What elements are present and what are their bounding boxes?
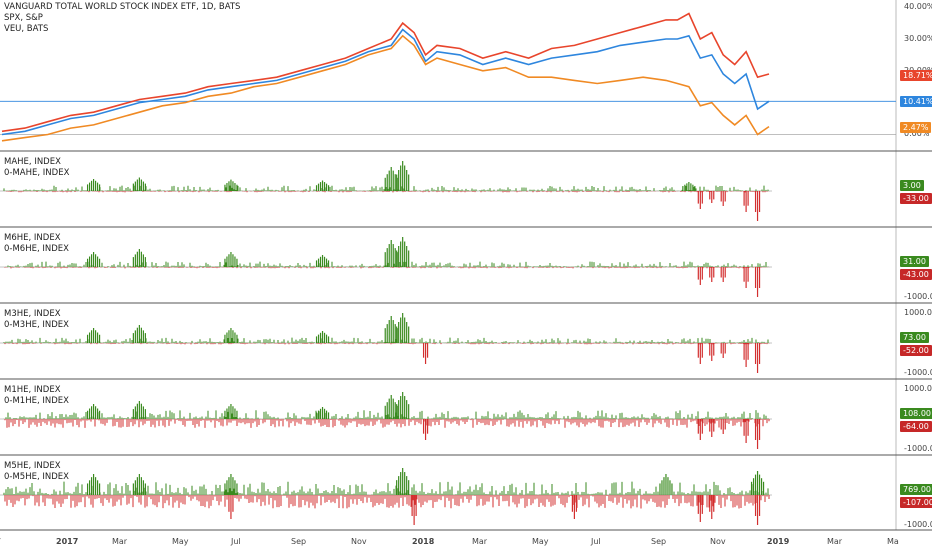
y-tick-label: 1000.00: [904, 308, 932, 317]
value-badge: 2.47%: [900, 121, 932, 133]
x-tick-label: Jul: [591, 537, 601, 546]
value-badge: 10.41%: [900, 96, 932, 108]
value-badge-negative: -43.00: [900, 269, 932, 280]
value-badge: 18.71%: [900, 69, 932, 81]
y-tick-label: 40.00%: [904, 2, 932, 12]
value-badge-positive: 73.00: [900, 332, 929, 343]
x-tick-label: Mar: [472, 537, 488, 546]
value-badge-negative: -33.00: [900, 193, 932, 204]
series-line: [1, 34, 770, 142]
x-tick-label: May: [172, 537, 189, 546]
value-badge-positive: 3.00: [900, 180, 924, 191]
legend-entry: 0-MAHE, INDEX: [4, 168, 70, 178]
x-tick-label: May: [532, 537, 549, 546]
value-badge-positive: 769.00: [900, 484, 932, 495]
series-line: [1, 28, 770, 136]
legend-entry: VANGUARD TOTAL WORLD STOCK INDEX ETF, 1D…: [4, 2, 241, 12]
y-tick-label: -1000.00: [904, 444, 932, 453]
pane-legend: M3HE, INDEX 0-M3HE, INDEX: [4, 309, 69, 331]
value-badge-negative: -107.00: [900, 497, 932, 508]
x-tick-label: 2018: [412, 537, 435, 546]
x-tick-label: Mar: [827, 537, 843, 546]
y-tick-label: 1000.00: [904, 384, 932, 393]
legend-entry: M1HE, INDEX: [4, 385, 61, 395]
x-tick-label: 2019: [767, 537, 790, 546]
pane-legend: M6HE, INDEX 0-M6HE, INDEX: [4, 233, 69, 255]
legend-entry: M6HE, INDEX: [4, 233, 61, 243]
main-legend: VANGUARD TOTAL WORLD STOCK INDEX ETF, 1D…: [4, 2, 240, 35]
pane-legend: M5HE, INDEX 0-M5HE, INDEX: [4, 461, 69, 483]
x-tick-label: 2017: [56, 537, 79, 546]
x-tick-label: Mar: [112, 537, 128, 546]
legend-entry: 0-M1HE, INDEX: [4, 396, 69, 406]
value-badge-negative: -52.00: [900, 345, 932, 356]
x-tick-label: Ma: [887, 537, 899, 546]
x-tick-label: Sep: [651, 537, 667, 546]
value-badge-negative: -64.00: [900, 421, 932, 432]
legend-entry: VEU, BATS: [4, 24, 49, 34]
x-tick-label: Sep: [291, 537, 307, 546]
y-tick-label: -1000.00: [904, 292, 932, 301]
y-tick-label: -1000.00: [904, 368, 932, 377]
x-tick-label: Nov: [351, 537, 367, 546]
legend-entry: MAHE, INDEX: [4, 157, 61, 167]
pane-legend: MAHE, INDEX 0-MAHE, INDEX: [4, 157, 69, 179]
pane-legend: M1HE, INDEX 0-M1HE, INDEX: [4, 385, 69, 407]
y-tick-label: 0.00%: [904, 129, 930, 139]
series-line: [1, 12, 770, 133]
legend-entry: M5HE, INDEX: [4, 461, 61, 471]
legend-entry: 0-M3HE, INDEX: [4, 320, 69, 330]
x-tick-label: Jul: [231, 537, 241, 546]
legend-entry: 0-M5HE, INDEX: [4, 472, 69, 482]
legend-entry: 0-M6HE, INDEX: [4, 244, 69, 254]
x-tick-label: 7: [0, 537, 1, 546]
y-tick-label: -1000.00: [904, 520, 932, 529]
y-tick-label: 30.00%: [904, 34, 932, 43]
legend-entry: M3HE, INDEX: [4, 309, 61, 319]
value-badge-positive: 31.00: [900, 256, 929, 267]
legend-entry: SPX, S&P: [4, 13, 43, 23]
value-badge-positive: 108.00: [900, 408, 932, 419]
x-tick-label: Nov: [710, 537, 726, 546]
